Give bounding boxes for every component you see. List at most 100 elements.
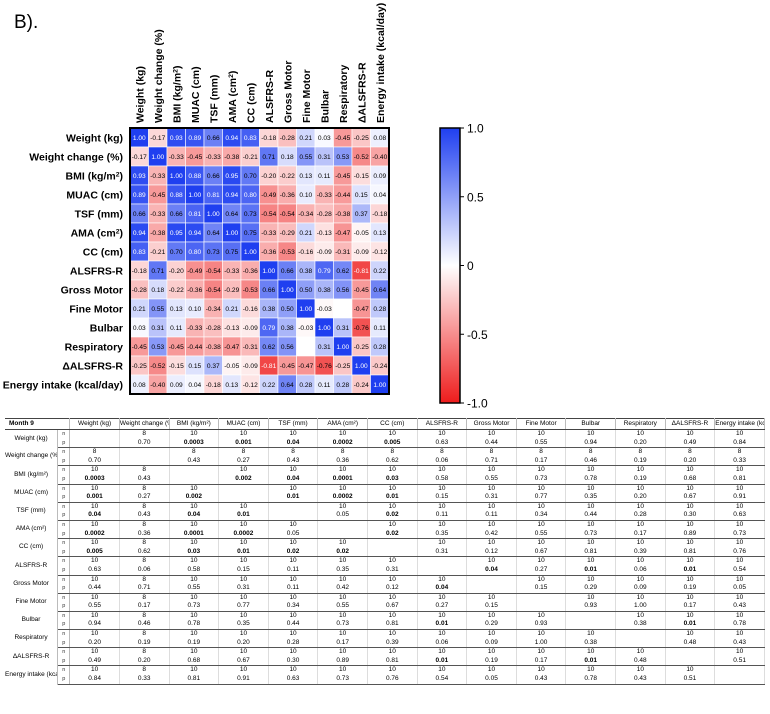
heatmap-cell-value: -0.45: [169, 344, 184, 351]
heatmap-cell-value: 0.38: [299, 268, 312, 275]
heatmap-cell-value: -0.76: [354, 325, 369, 332]
p-value: [516, 602, 567, 612]
heatmap-cell-value: 1.00: [299, 306, 312, 313]
n-value: 8: [119, 647, 170, 657]
heatmap-col-label: Energy intake (kcal/day): [375, 3, 387, 123]
table-month-label: Month 9: [5, 418, 71, 430]
heatmap-cell-value: 0.75: [244, 230, 257, 237]
heatmap-cell-value: 1.00: [133, 135, 146, 142]
table-column-header: AMA (cm²): [317, 418, 368, 430]
heatmap-cell-value: -0.18: [372, 211, 387, 218]
n-value: 10: [218, 611, 269, 621]
heatmap-cell-value: 0.08: [133, 382, 146, 389]
heatmap-cell-value: -0.36: [261, 249, 276, 256]
p-marker: p: [57, 547, 71, 558]
n-marker: n: [57, 520, 71, 530]
p-value: 0.02: [268, 547, 319, 558]
p-value: 0.73: [565, 529, 617, 540]
p-value: 0.78: [565, 474, 617, 485]
n-value: 10: [565, 575, 617, 585]
heatmap-row-label: AMA (cm2): [71, 228, 123, 240]
n-value: 10: [466, 520, 517, 530]
n-value: [218, 484, 269, 494]
p-value: 0.49: [69, 656, 120, 667]
n-value: 8: [119, 502, 170, 512]
heatmap-cell-value: -0.45: [150, 192, 165, 199]
n-value: 10: [69, 575, 120, 585]
p-value: 0.15: [516, 584, 567, 594]
heatmap-cell-value: 0.93: [170, 135, 183, 142]
table-column-header: ΔALSFRS-R: [665, 418, 716, 430]
heatmap-cell-value: -0.25: [354, 135, 369, 142]
heatmap-cell-value: 0.66: [207, 135, 220, 142]
p-value: 0.42: [317, 584, 368, 594]
p-value: [69, 438, 120, 449]
heatmap-cell-value: -0.17: [132, 154, 147, 161]
n-value: 10: [665, 593, 716, 603]
p-value: 0.0002: [69, 529, 120, 540]
p-value: 0.04: [169, 511, 220, 521]
n-value: 10: [565, 465, 617, 475]
p-value: 0.76: [714, 547, 765, 558]
n-value: 10: [367, 484, 418, 494]
colorbar: [439, 127, 461, 404]
p-value: 0.35: [565, 493, 617, 503]
heatmap-cell-value: -0.25: [354, 344, 369, 351]
p-value: 0.81: [665, 547, 716, 558]
p-value: 0.36: [317, 456, 368, 467]
n-value: 10: [665, 629, 716, 639]
n-value: 10: [69, 502, 120, 512]
heatmap-cell-value: -0.52: [354, 154, 369, 161]
n-value: 10: [218, 556, 269, 566]
p-value: 0.39: [615, 547, 666, 558]
n-value: 8: [119, 556, 170, 566]
heatmap-cell-value: 0.71: [151, 268, 164, 275]
n-value: 10: [615, 611, 666, 621]
p-value: 0.73: [317, 675, 368, 685]
n-value: 10: [516, 502, 567, 512]
p-value: 0.43: [714, 602, 765, 612]
n-value: [665, 647, 716, 657]
n-value: 10: [417, 611, 468, 621]
n-value: 10: [615, 556, 666, 566]
n-value: 10: [714, 484, 765, 494]
n-value: 10: [169, 629, 220, 639]
table-row-label: MUAC (cm): [5, 484, 59, 503]
table-column-header: ALSFRS-R: [417, 418, 468, 430]
n-value: 10: [317, 429, 368, 439]
n-value: 10: [367, 502, 418, 512]
n-value: 10: [218, 520, 269, 530]
table-column-header: Bulbar: [565, 418, 617, 430]
p-value: 0.17: [317, 638, 368, 649]
n-value: 10: [367, 593, 418, 603]
heatmap-cell-value: -0.16: [298, 249, 313, 256]
heatmap-cell-value: -0.49: [187, 268, 202, 275]
n-value: [169, 465, 220, 475]
n-value: 10: [69, 465, 120, 475]
heatmap-cell-value: 1.00: [318, 325, 331, 332]
n-value: 10: [565, 484, 617, 494]
p-value: 0.05: [714, 584, 765, 594]
p-value: 0.11: [268, 565, 319, 576]
colorbar-tick-label: 1.0: [467, 122, 484, 136]
heatmap-cell-value: -0.53: [280, 249, 295, 256]
heatmap-cell-value: -0.33: [206, 154, 221, 161]
p-value: 0.73: [714, 529, 765, 540]
heatmap-cell-value: -0.47: [298, 363, 313, 370]
heatmap-cell-value: -0.38: [224, 154, 239, 161]
p-value: 0.67: [516, 547, 567, 558]
n-value: 10: [466, 665, 517, 676]
table-row-label: BMI (kg/m²): [5, 465, 59, 485]
p-value: 0.05: [317, 511, 368, 521]
p-value: 0.93: [565, 602, 617, 612]
n-value: 10: [565, 647, 617, 657]
heatmap-cell-value: -0.49: [261, 192, 276, 199]
p-value: 0.46: [565, 456, 617, 467]
heatmap-cell-value: 0.89: [188, 135, 201, 142]
p-value: 0.30: [665, 511, 716, 521]
p-value: 0.73: [169, 602, 220, 612]
heatmap-cell-value: -0.33: [261, 230, 276, 237]
heatmap-cell-value: 1.00: [244, 249, 257, 256]
p-value: 0.63: [69, 565, 120, 576]
heatmap-cell-value: -0.13: [317, 230, 332, 237]
